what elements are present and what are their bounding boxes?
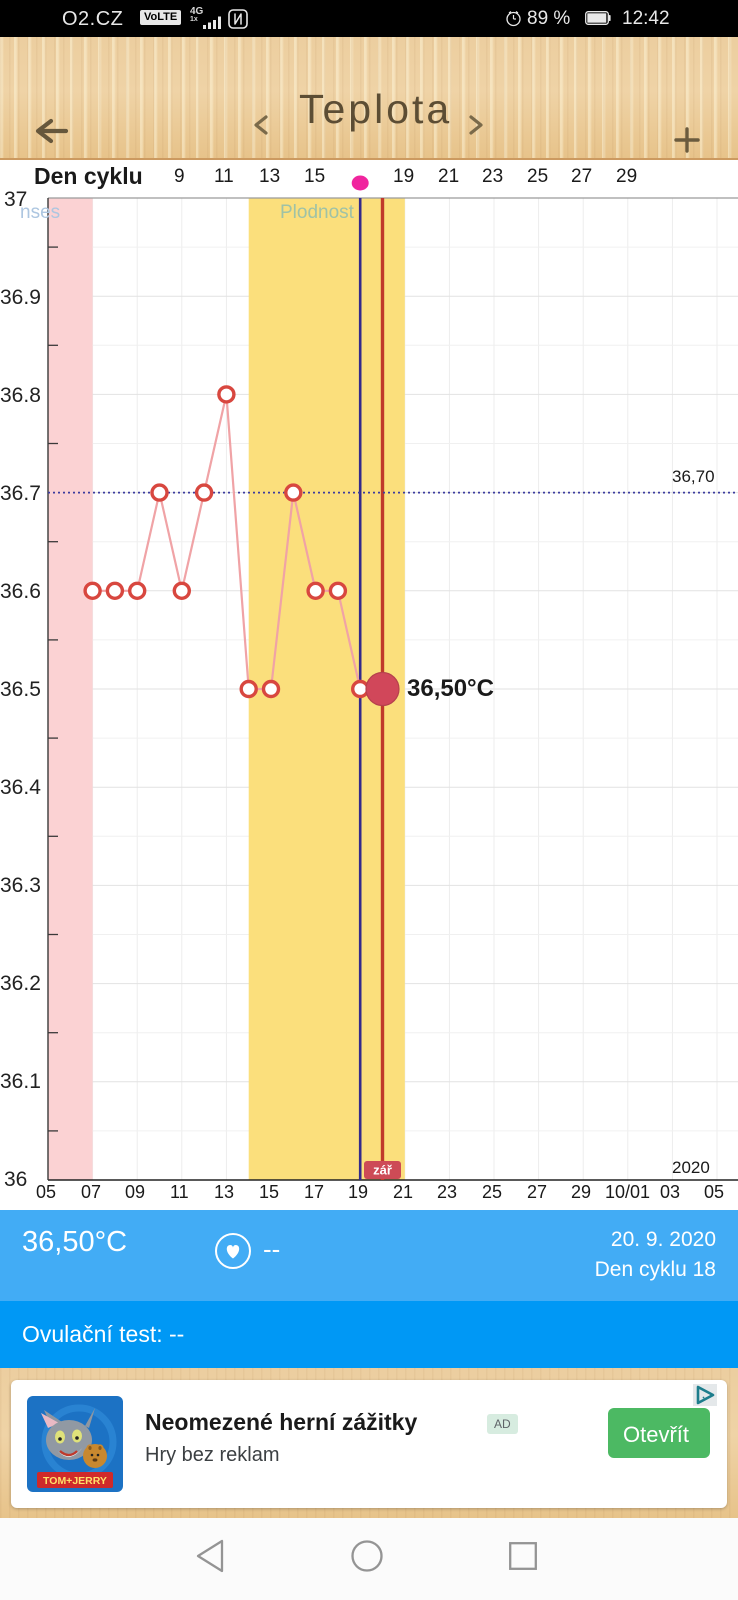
svg-text:TOM+JERRY: TOM+JERRY (43, 1475, 107, 1487)
svg-text:zář: zář (373, 1163, 393, 1178)
